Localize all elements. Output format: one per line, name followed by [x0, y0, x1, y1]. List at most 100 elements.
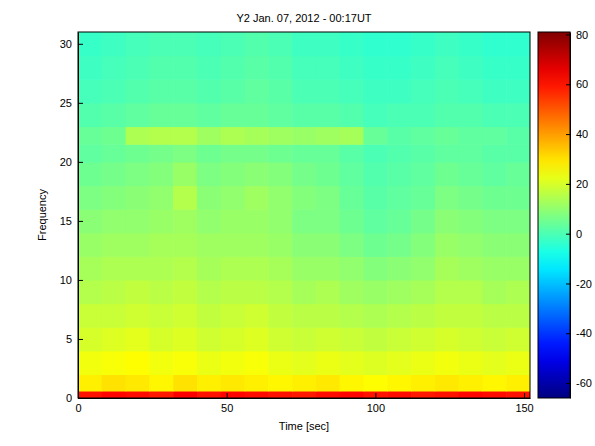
cell [245, 144, 269, 162]
tick: 50 [221, 393, 233, 414]
cell [173, 327, 197, 351]
cell [482, 256, 506, 280]
cell [197, 144, 221, 162]
cell [506, 56, 530, 80]
cell [292, 256, 316, 280]
axis-line [570, 33, 571, 399]
cell [126, 233, 150, 257]
cell [435, 209, 459, 233]
cell [173, 126, 197, 144]
cell [173, 209, 197, 233]
cell [149, 280, 173, 304]
cell [459, 351, 483, 375]
cell [435, 144, 459, 162]
tick: -20 [566, 277, 592, 289]
title: Y2 Jan. 07, 2012 - 00:17UT [236, 12, 371, 24]
cell [459, 209, 483, 233]
cell [459, 185, 483, 209]
cell [387, 209, 411, 233]
cell [173, 56, 197, 80]
tick-mark [227, 393, 228, 398]
cell [316, 126, 340, 144]
tick: 20 [60, 156, 83, 168]
cell [173, 374, 197, 391]
cell [78, 126, 102, 144]
cells [78, 32, 530, 398]
cell [340, 280, 364, 304]
cell [387, 103, 411, 127]
axis-line [78, 33, 79, 399]
cell [387, 56, 411, 80]
cell [506, 103, 530, 127]
cell [363, 103, 387, 127]
tick: 0 [66, 392, 83, 404]
cell [197, 256, 221, 280]
cell [411, 256, 435, 280]
cell [149, 327, 173, 351]
cell [340, 79, 364, 103]
cell [173, 233, 197, 257]
cell [245, 103, 269, 127]
cell [245, 256, 269, 280]
cell [411, 162, 435, 186]
cell [245, 391, 269, 398]
cell [506, 280, 530, 304]
cell [411, 185, 435, 209]
cell [411, 103, 435, 127]
cell [387, 79, 411, 103]
cell [102, 391, 126, 398]
cell [340, 351, 364, 375]
cell [197, 56, 221, 80]
plot-frame [78, 32, 530, 398]
cell [482, 56, 506, 80]
cell [340, 162, 364, 186]
cell [411, 32, 435, 56]
cell [221, 280, 245, 304]
cell [316, 144, 340, 162]
cell [482, 32, 506, 56]
cell [126, 391, 150, 398]
cell [268, 32, 292, 56]
cell [459, 304, 483, 328]
cell [363, 162, 387, 186]
cell [78, 162, 102, 186]
tick-mark [566, 333, 570, 334]
tick-label: -40 [576, 327, 592, 339]
cell [363, 144, 387, 162]
cell [482, 209, 506, 233]
cell [149, 185, 173, 209]
tick-label: 80 [576, 29, 588, 41]
cell [197, 126, 221, 144]
cell [482, 374, 506, 391]
cell [506, 79, 530, 103]
cell [149, 79, 173, 103]
cell [221, 79, 245, 103]
cell [292, 304, 316, 328]
y-axis: 051015202530 [60, 33, 83, 405]
cell [173, 32, 197, 56]
tick-mark [78, 44, 83, 45]
cell [126, 79, 150, 103]
cell [268, 327, 292, 351]
cell [482, 233, 506, 257]
tick: 5 [66, 333, 83, 345]
cell [78, 256, 102, 280]
cell [411, 233, 435, 257]
cell [78, 280, 102, 304]
cell [506, 391, 530, 398]
tick-label: 20 [60, 156, 72, 168]
cell [245, 162, 269, 186]
cell [411, 280, 435, 304]
tick-mark [78, 221, 83, 222]
cell [363, 351, 387, 375]
cell [506, 185, 530, 209]
cell [363, 327, 387, 351]
cell [435, 327, 459, 351]
cell [316, 374, 340, 391]
cell [102, 233, 126, 257]
tick-mark [375, 393, 376, 398]
cell [102, 103, 126, 127]
cell [506, 209, 530, 233]
cell [197, 103, 221, 127]
cell [292, 374, 316, 391]
